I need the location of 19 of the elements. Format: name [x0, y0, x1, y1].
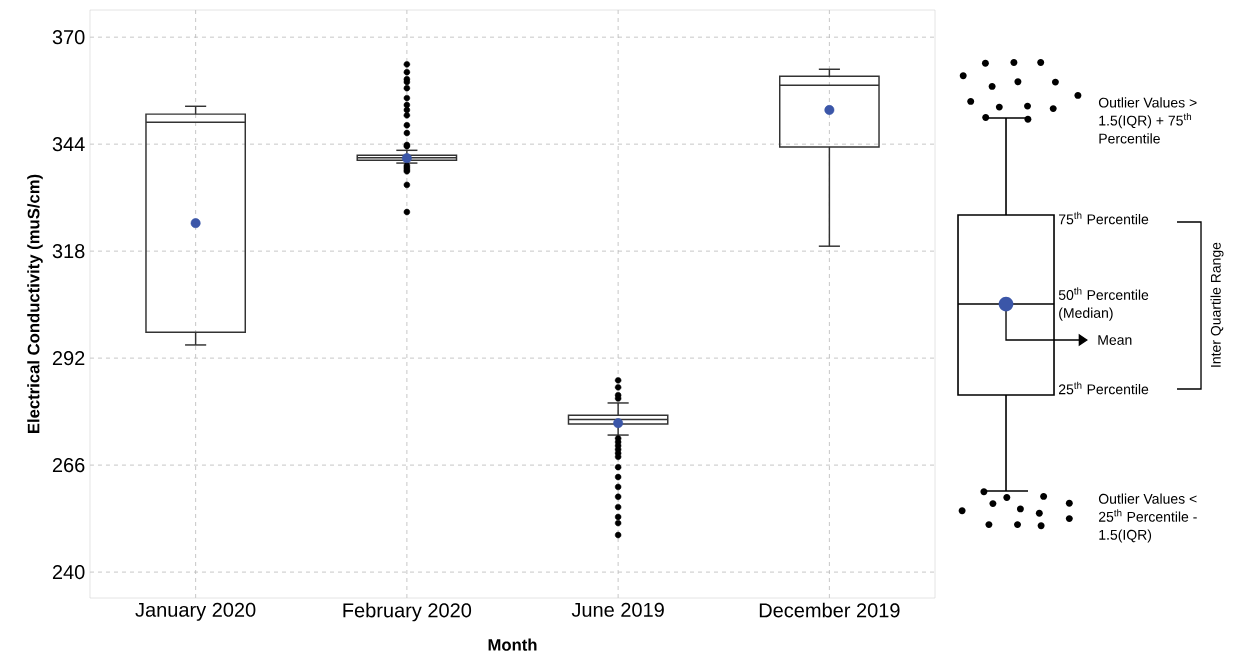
x-tick-label: June 2019 [571, 602, 664, 617]
text: Outlier Values > 1.5(IQR) + 75$^{th}$ Percentile [1098, 97, 1197, 144]
text: Inter Quartile Range [1210, 242, 1224, 367]
text: Mean [1098, 335, 1132, 345]
text: 50$^{th}$ Percentile (Median) [1058, 287, 1149, 321]
text: 75$^{th}$ Percentile [1058, 211, 1149, 225]
y-tick-label: 344 [52, 137, 85, 152]
x-tick-label: December 2019 [759, 602, 900, 618]
y-tick-label: 370 [52, 30, 85, 45]
x-axis-title: Month [488, 638, 537, 651]
x-tick-label: January 2020 [135, 602, 256, 621]
y-tick-label: 266 [52, 458, 85, 473]
y-tick-label: 240 [52, 565, 85, 580]
text: 25$^{th}$ Percentile [1058, 381, 1149, 395]
y-tick-label: 292 [52, 351, 85, 366]
x-tick-label: February 2020 [343, 602, 472, 622]
y-axis-title: Electrical Conductivity (muS/cm) [27, 174, 43, 434]
y-tick-label: 318 [52, 244, 85, 259]
text: Outlier Values < 25$^{th}$ Percentile - 1.5(IQR) [1098, 493, 1197, 543]
